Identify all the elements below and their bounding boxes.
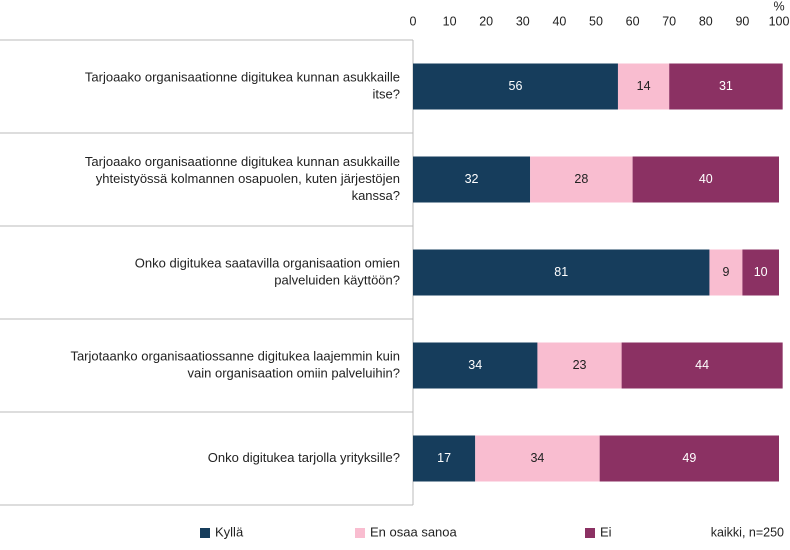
category-label: Onko digitukea tarjolla yrityksille? <box>208 450 400 465</box>
value-label: 49 <box>682 451 696 465</box>
bar-segment <box>413 342 538 389</box>
value-label: 32 <box>465 172 479 186</box>
legend-swatch <box>585 528 595 538</box>
legend-label: En osaa sanoa <box>370 524 458 539</box>
value-label: 31 <box>719 79 733 93</box>
bar-segment <box>621 342 783 389</box>
value-label: 81 <box>554 265 568 279</box>
value-label: 44 <box>695 358 709 372</box>
legend-label: Kyllä <box>215 524 244 539</box>
bar-segment <box>475 435 600 482</box>
bar-segment <box>709 249 743 296</box>
legend-label: Ei <box>600 524 612 539</box>
note: kaikki, n=250 <box>711 525 784 539</box>
category-label: itse? <box>373 86 400 101</box>
value-label: 23 <box>573 358 587 372</box>
value-label: 34 <box>530 451 544 465</box>
bar-segment <box>599 435 779 482</box>
value-label: 9 <box>722 265 729 279</box>
category-label: Tarjoaako organisaationne digitukea kunn… <box>85 154 400 169</box>
x-tick-label: 70 <box>662 14 676 28</box>
value-label: 34 <box>468 358 482 372</box>
x-tick-label: 0 <box>410 14 417 28</box>
bar-segment <box>413 435 476 482</box>
bar-segment <box>617 63 670 110</box>
x-tick-label: 100 <box>769 14 790 28</box>
bar-segment <box>632 156 779 203</box>
category-label: yhteistyössä kolmannen osapuolen, kuten … <box>96 171 400 186</box>
category-label: Tarjotaanko organisaatiossanne digitukea… <box>70 348 400 363</box>
legend-swatch <box>200 528 210 538</box>
bar-segment <box>413 63 618 110</box>
x-tick-label: 10 <box>443 14 457 28</box>
bar-segment <box>530 156 633 203</box>
value-label: 14 <box>637 79 651 93</box>
bar-segment <box>742 249 779 296</box>
bar-segment <box>669 63 783 110</box>
value-label: 17 <box>437 451 451 465</box>
category-label: vain organisaation omiin palveluihin? <box>188 365 400 380</box>
bar-segment <box>413 156 531 203</box>
value-label: 40 <box>699 172 713 186</box>
bar-segment <box>537 342 622 389</box>
bar-segment <box>413 249 710 296</box>
x-unit: % <box>773 0 784 13</box>
legend-swatch <box>355 528 365 538</box>
x-tick-label: 20 <box>479 14 493 28</box>
category-label: Onko digitukea saatavilla organisaation … <box>135 255 400 270</box>
category-label: Tarjoaako organisaationne digitukea kunn… <box>85 69 400 84</box>
value-label: 28 <box>574 172 588 186</box>
category-label: kanssa? <box>352 188 400 203</box>
category-label: palveluiden käyttöön? <box>274 272 400 287</box>
x-tick-label: 50 <box>589 14 603 28</box>
x-tick-label: 60 <box>626 14 640 28</box>
value-label: 10 <box>754 265 768 279</box>
value-label: 56 <box>509 79 523 93</box>
x-tick-label: 40 <box>552 14 566 28</box>
x-tick-label: 80 <box>699 14 713 28</box>
x-tick-label: 90 <box>735 14 749 28</box>
x-tick-label: 30 <box>516 14 530 28</box>
